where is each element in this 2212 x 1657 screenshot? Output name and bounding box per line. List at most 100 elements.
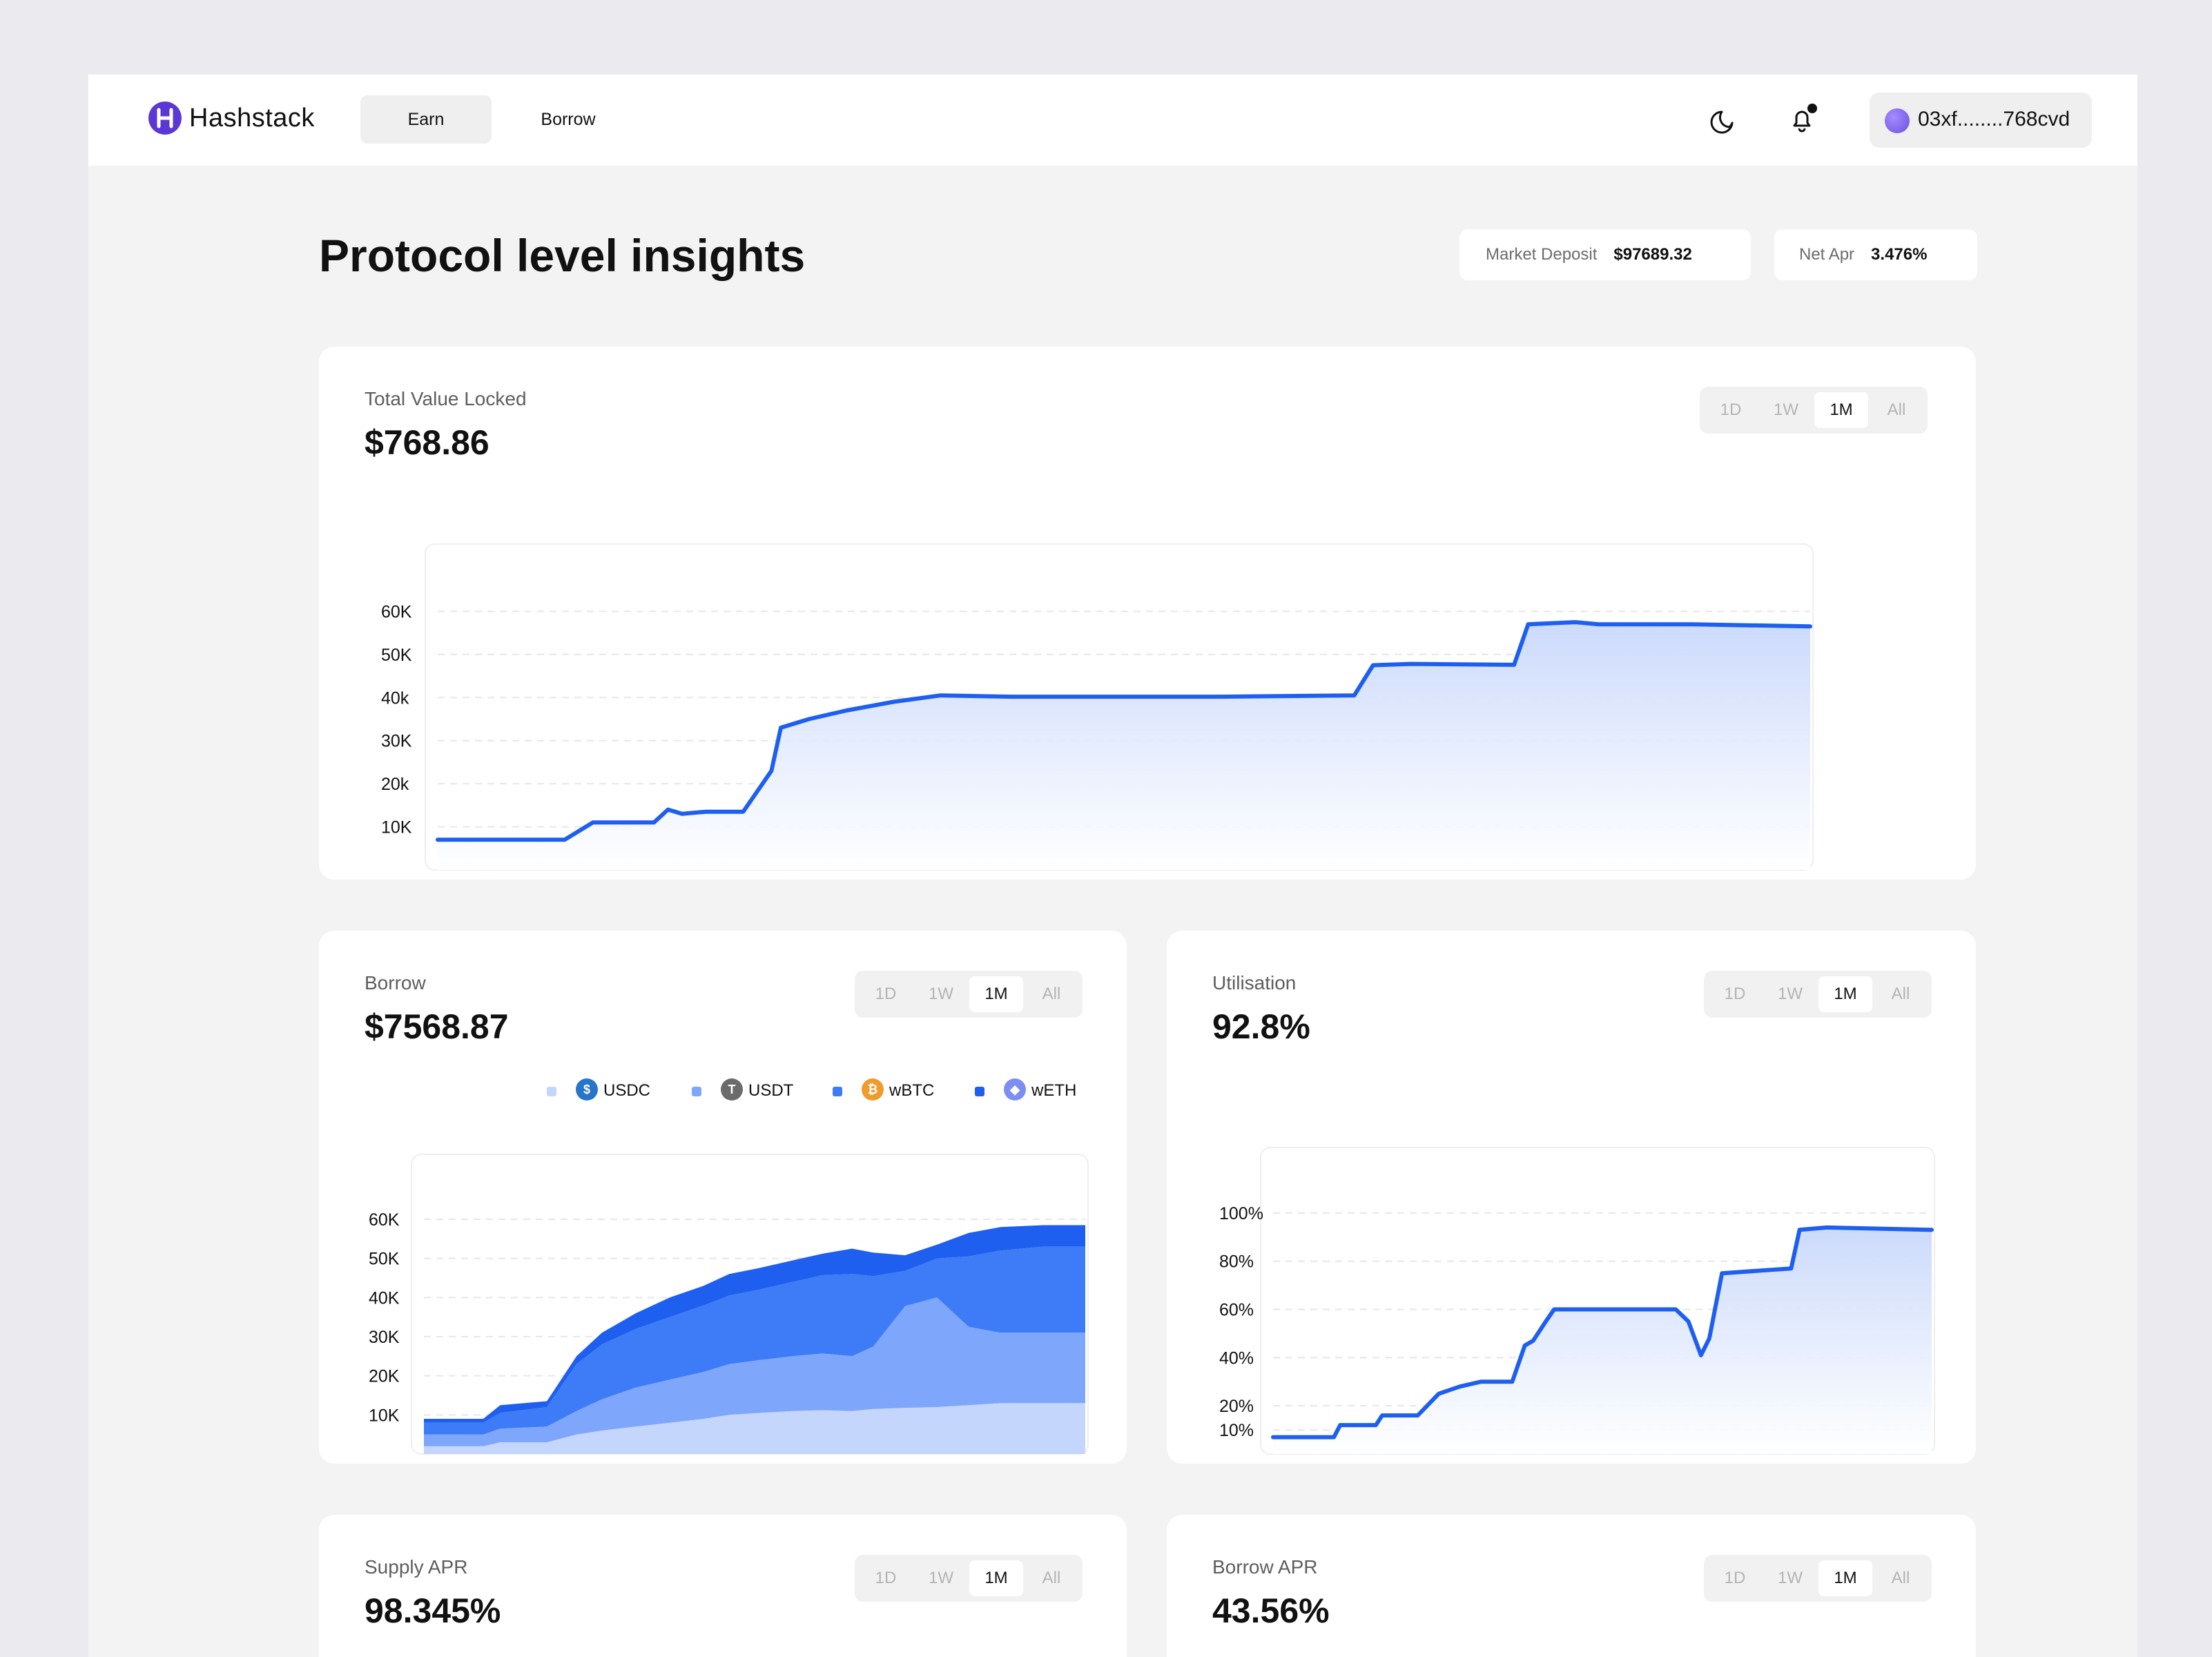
- borrow-apr-card: Borrow APR 43.56% 1D 1W 1M All: [1167, 1515, 1976, 1657]
- net-apr-label: Net Apr: [1799, 245, 1855, 264]
- hashstack-logo-icon[interactable]: [148, 101, 182, 135]
- range-1d-button[interactable]: 1D: [875, 1569, 897, 1587]
- tvl-y-tick-label: 20k: [381, 775, 409, 794]
- usdt-coin-icon: T: [721, 1078, 743, 1101]
- wbtc-coin-icon: ₿: [862, 1078, 884, 1101]
- utilisation-y-tick-label: 20%: [1219, 1397, 1254, 1416]
- utilisation-y-tick-label: 10%: [1219, 1421, 1254, 1440]
- legend-swatch-usdc: [547, 1087, 556, 1096]
- tvl-value: $768.86: [365, 423, 489, 462]
- wallet-avatar: [1885, 108, 1910, 133]
- range-1m-button[interactable]: 1M: [969, 1560, 1023, 1596]
- supply-apr-value: 98.345%: [365, 1591, 501, 1630]
- range-1m-button[interactable]: 1M: [1818, 976, 1872, 1012]
- wallet-address-button[interactable]: 03xf........768cvd: [1870, 93, 2092, 148]
- notification-dot: [1807, 104, 1817, 113]
- app-name: Hashstack: [189, 104, 315, 133]
- utilisation-series-line: [1271, 1225, 1934, 1440]
- borrow-chart: 60K50K40K30K20K10K1 Mar7 Mar14 mar21 Mar…: [369, 1154, 1089, 1455]
- net-apr-stat: Net Apr 3.476%: [1774, 229, 1977, 280]
- tvl-card: Total Value Locked $768.86 1D 1W 1M All …: [319, 347, 1976, 880]
- tvl-y-tick-label: 60K: [381, 602, 412, 621]
- utilisation-card: Utilisation 92.8% 1D 1W 1M All 100% 80% 60…: [1167, 931, 1976, 1464]
- range-1w-button[interactable]: 1W: [929, 985, 953, 1003]
- range-1m-button[interactable]: 1M: [1814, 392, 1868, 428]
- range-1d-button[interactable]: 1D: [875, 985, 897, 1003]
- app-frame: Hashstack Earn Borrow 03xf........768cvd…: [88, 75, 2137, 1657]
- legend-label-weth: wETH: [1031, 1081, 1077, 1100]
- borrow-stack-usdc: [424, 1403, 1085, 1454]
- legend-swatch-usdt: [692, 1087, 701, 1096]
- range-1w-button[interactable]: 1W: [1778, 1569, 1803, 1587]
- utilisation-range-selector: 1D 1W 1M All: [1704, 971, 1932, 1018]
- range-all-button[interactable]: All: [1042, 1569, 1061, 1587]
- dark-mode-moon-icon[interactable]: [1707, 102, 1743, 138]
- bell-icon: [1793, 110, 1811, 133]
- utilisation-y-tick-label: 60%: [1219, 1301, 1254, 1320]
- borrow-y-tick-label: 50K: [369, 1250, 400, 1269]
- range-all-button[interactable]: All: [1891, 1569, 1910, 1587]
- utilisation-y-tick-label: 80%: [1219, 1252, 1254, 1272]
- borrow-apr-range-selector: 1D 1W 1M All: [1704, 1555, 1932, 1602]
- market-deposit-value: $97689.32: [1613, 245, 1692, 264]
- borrow-card: Borrow $7568.87 1D 1W 1M All $ USDC T US…: [319, 931, 1127, 1464]
- range-1d-button[interactable]: 1D: [1724, 1569, 1746, 1587]
- borrow-y-tick-label: 60K: [369, 1210, 400, 1230]
- supply-apr-title: Supply APR: [365, 1556, 468, 1578]
- market-deposit-label: Market Deposit: [1486, 245, 1598, 264]
- legend-label-wbtc: wBTC: [889, 1081, 935, 1100]
- wallet-address: 03xf........768cvd: [1918, 108, 2070, 130]
- range-1m-button[interactable]: 1M: [969, 976, 1023, 1012]
- borrow-y-tick-label: 30K: [369, 1328, 400, 1347]
- range-all-button[interactable]: All: [1042, 985, 1061, 1003]
- top-navigation-bar: Hashstack Earn Borrow 03xf........768cvd: [88, 75, 2137, 166]
- tvl-title: Total Value Locked: [365, 388, 527, 409]
- tvl-area-fill: [438, 622, 1810, 870]
- utilisation-chart: 100%80%60%40%20%10%1 Mar7 Mar14 mar21 Ma…: [1219, 1147, 1935, 1455]
- tvl-y-tick-label: 40k: [381, 688, 409, 708]
- nav-borrow-tab[interactable]: Borrow: [541, 110, 596, 129]
- market-deposit-stat: Market Deposit $97689.32: [1459, 229, 1751, 280]
- weth-coin-icon: ◆: [1004, 1078, 1026, 1101]
- range-all-button[interactable]: All: [1891, 985, 1910, 1003]
- range-1w-button[interactable]: 1W: [1778, 985, 1803, 1003]
- utilisation-y-tick-label: 40%: [1219, 1348, 1254, 1368]
- tvl-y-tick-label: 10K: [381, 818, 412, 837]
- tvl-y-tick-label: 30K: [381, 732, 412, 751]
- range-all-button[interactable]: All: [1887, 400, 1906, 419]
- range-1d-button[interactable]: 1D: [1720, 400, 1742, 419]
- range-1w-button[interactable]: 1W: [1774, 400, 1798, 419]
- borrow-range-selector: 1D 1W 1M All: [855, 971, 1083, 1018]
- range-1w-button[interactable]: 1W: [929, 1569, 953, 1587]
- borrow-title: Borrow: [365, 972, 426, 994]
- borrow-apr-title: Borrow APR: [1212, 1556, 1318, 1578]
- supply-apr-range-selector: 1D 1W 1M All: [855, 1555, 1083, 1602]
- nav-earn-tab[interactable]: Earn: [360, 95, 492, 144]
- borrow-y-tick-label: 40K: [369, 1288, 400, 1308]
- borrow-y-tick-label: 20K: [369, 1367, 400, 1386]
- net-apr-value: 3.476%: [1871, 245, 1928, 264]
- legend-swatch-wbtc: [833, 1087, 842, 1096]
- tvl-y-tick-label: 50K: [381, 646, 412, 665]
- range-1m-button[interactable]: 1M: [1818, 1560, 1872, 1596]
- borrow-value: $7568.87: [365, 1007, 509, 1046]
- utilisation-value: 92.8%: [1212, 1007, 1310, 1046]
- borrow-apr-value: 43.56%: [1212, 1591, 1330, 1630]
- tvl-series-line: [436, 620, 1812, 842]
- range-1d-button[interactable]: 1D: [1724, 985, 1746, 1003]
- page-title: Protocol level insights: [319, 230, 806, 281]
- legend-label-usdt: USDT: [748, 1081, 794, 1100]
- tvl-range-selector: 1D 1W 1M All: [1700, 387, 1928, 434]
- supply-apr-card: Supply APR 98.345% 1D 1W 1M All: [319, 1515, 1127, 1657]
- tvl-chart: 60K50K40k30K20k10K1 Mar7 Mar14 mar21 Mar…: [381, 543, 1814, 871]
- borrow-y-tick-label: 10K: [369, 1406, 400, 1425]
- utilisation-y-tick-label: 100%: [1219, 1204, 1263, 1223]
- notification-button[interactable]: [1784, 102, 1820, 138]
- legend-label-usdc: USDC: [603, 1081, 651, 1100]
- usdc-coin-icon: $: [576, 1078, 598, 1101]
- borrow-stack-usdt: [424, 1297, 1085, 1446]
- utilisation-title: Utilisation: [1212, 972, 1297, 994]
- legend-swatch-weth: [975, 1087, 984, 1096]
- borrow-stack-weth: [424, 1225, 1085, 1423]
- borrow-stack-wbtc: [424, 1246, 1085, 1435]
